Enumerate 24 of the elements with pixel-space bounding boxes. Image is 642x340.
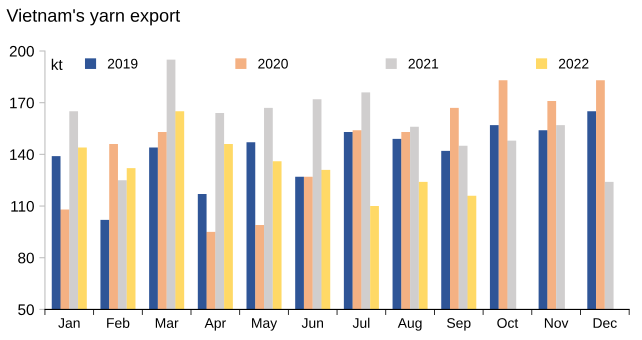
legend-label: 2020 — [258, 58, 288, 69]
legend-label: 2019 — [108, 58, 138, 69]
y-tick-label: 170 — [10, 98, 34, 108]
y-axis-title: kt — [52, 58, 63, 70]
x-tick-label: Jun — [302, 318, 324, 328]
y-tick-label: 110 — [11, 200, 34, 212]
y-tick-label: 200 — [10, 46, 34, 57]
x-tick-label: Sep — [447, 318, 471, 331]
x-tick-label: Mar — [156, 318, 178, 328]
x-tick-label: May — [252, 318, 278, 331]
y-tick-label: 80 — [18, 252, 34, 264]
x-tick-label: Nov — [544, 318, 568, 328]
x-tick-label: Feb — [107, 318, 130, 328]
y-tick-label: 50 — [18, 304, 34, 316]
x-tick-label: Jul — [352, 318, 370, 328]
x-tick-label: Jan — [58, 318, 80, 328]
x-tick-label: Oct — [497, 318, 518, 328]
x-tick-label: Apr — [204, 318, 226, 331]
y-tick-label: 140 — [10, 149, 34, 160]
legend-label: 2022 — [558, 58, 588, 69]
x-tick-label: Aug — [398, 318, 422, 331]
legend-label: 2021 — [408, 58, 438, 69]
x-tick-label: Dec — [594, 318, 617, 328]
chart-title: Vietnam's yarn export — [6, 8, 180, 26]
